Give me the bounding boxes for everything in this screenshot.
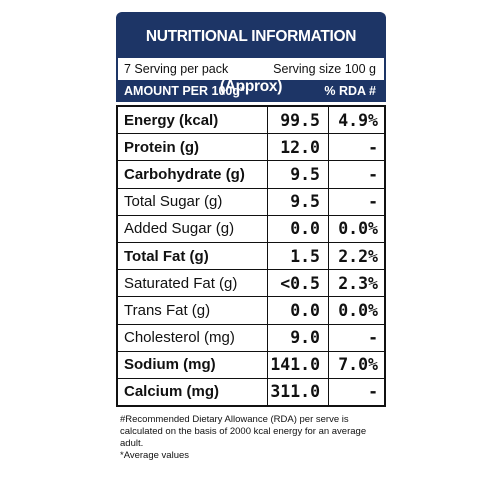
nutrient-rda: - bbox=[368, 164, 378, 184]
nutrient-row: Total Fat (g) 1.5 2.2% bbox=[118, 242, 384, 271]
nutrient-rda: 0.0% bbox=[338, 219, 378, 239]
nutrient-rda: - bbox=[368, 382, 378, 402]
nutrient-table: Energy (kcal) 99.5 4.9% Protein (g) 12.0- Car… bbox=[116, 105, 386, 408]
nutrient-name: Total Sugar (g) bbox=[118, 188, 268, 215]
nutrient-row: Total Sugar (g) 9.5 - bbox=[118, 188, 384, 216]
nutrient-rda: - bbox=[368, 137, 378, 157]
nutrient-rda: 0.0% bbox=[338, 300, 378, 320]
nutrient-row: Protein (g) 12.0 - bbox=[118, 134, 384, 162]
amount-header: AMOUNT PER 100g* bbox=[124, 84, 245, 98]
footnote: #Recommended Dietary Allowance (RDA) per… bbox=[120, 414, 367, 450]
footnote: *Average values bbox=[120, 450, 190, 462]
nutrient-amount: 0.0 bbox=[268, 215, 329, 242]
table-header: AMOUNT PER 100g* % RDA # bbox=[116, 80, 386, 102]
nutrient-name: Calcium (mg) bbox=[118, 378, 268, 406]
nutrition-label: NUTRITIONAL INFORMATION (Approx) 7 Servi… bbox=[116, 12, 386, 488]
nutrient-amount: 0.0 bbox=[268, 297, 329, 324]
nutrient-row: Carbohydrate (g) 9.5 - bbox=[118, 161, 384, 189]
nutrient-rda: 7.0% bbox=[338, 355, 378, 375]
nutrient-name: Added Sugar (g) bbox=[118, 215, 268, 242]
nutrient-name: Sodium (mg) bbox=[118, 351, 268, 378]
nutrient-amount: 9.5 bbox=[268, 188, 329, 215]
nutrient-name: Trans Fat (g) bbox=[118, 297, 268, 324]
nutrient-name: Carbohydrate (g) bbox=[118, 161, 268, 188]
nutrient-name: Energy (kcal) bbox=[118, 107, 268, 134]
nutrient-row: Cholesterol (mg) 9.0 - bbox=[118, 324, 384, 352]
nutrient-rda: 2.3% bbox=[338, 273, 378, 293]
nutrient-rda: 2.2% bbox=[338, 246, 378, 266]
nutrient-rda: - bbox=[368, 328, 378, 348]
nutrient-name: Cholesterol (mg) bbox=[118, 324, 268, 351]
serving-size: Serving size 100 g bbox=[273, 62, 376, 76]
nutrient-row: Sodium (mg) 141.0 7.0% bbox=[118, 351, 384, 379]
nutrient-amount: 9.5 bbox=[268, 161, 329, 188]
nutrient-amount: 311.0 bbox=[268, 378, 329, 406]
nutrient-name: Protein (g) bbox=[118, 134, 268, 161]
nutrient-row: Trans Fat (g) 0.0 0.0% bbox=[118, 297, 384, 325]
title: NUTRITIONAL INFORMATION (Approx) bbox=[116, 12, 386, 95]
nutrient-amount: 9.0 bbox=[268, 324, 329, 351]
serving-row: 7 Serving per pack Serving size 100 g bbox=[116, 58, 386, 80]
nutrient-amount: 99.5 bbox=[268, 107, 329, 134]
nutrient-amount: 141.0 bbox=[268, 351, 329, 378]
rda-header: % RDA # bbox=[324, 84, 376, 98]
nutrient-rda: - bbox=[368, 192, 378, 212]
nutrient-row: Energy (kcal) 99.5 4.9% bbox=[118, 107, 384, 135]
nutrient-name: Total Fat (g) bbox=[118, 242, 268, 270]
nutrient-amount: 12.0 bbox=[268, 134, 329, 161]
nutrient-amount: <0.5 bbox=[268, 270, 329, 297]
nutrient-rda: 4.9% bbox=[338, 110, 378, 130]
nutrient-name: Saturated Fat (g) bbox=[118, 270, 268, 297]
nutrient-row: Added Sugar (g) 0.0 0.0% bbox=[118, 215, 384, 243]
nutrient-row: Saturated Fat (g) <0.5 2.3% bbox=[118, 270, 384, 298]
footnotes: #Recommended Dietary Allowance (RDA) per… bbox=[116, 414, 386, 462]
servings-per-pack: 7 Serving per pack bbox=[124, 62, 229, 76]
nutrient-row: Calcium (mg) 311.0 - bbox=[118, 378, 384, 406]
nutrient-amount: 1.5 bbox=[268, 242, 329, 270]
